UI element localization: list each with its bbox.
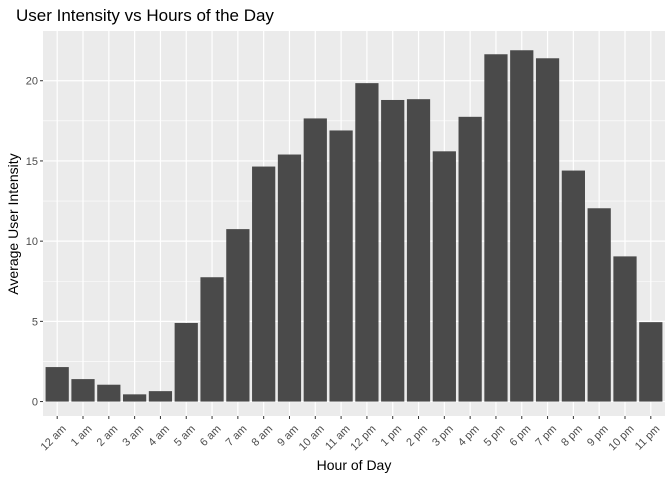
plot-panel xyxy=(43,31,665,416)
bar-3-pm xyxy=(432,151,456,402)
x-tick-label: 12 pm xyxy=(348,423,378,453)
bar-2-pm xyxy=(406,99,431,402)
x-axis-ticks: 12 am 1 am 2 am 3 am 4 am 5 am 6 am 7 am 8 am 9 a… xyxy=(39,416,663,453)
x-tick-label: 8 am xyxy=(249,423,275,449)
bar-6-am xyxy=(200,277,224,402)
bar-9-pm xyxy=(587,208,611,402)
bar-4-am xyxy=(148,391,173,402)
x-tick-label: 6 am xyxy=(198,423,224,449)
bar-2-am xyxy=(97,384,121,402)
y-tick-label: 10 xyxy=(26,236,38,248)
bar-5-am xyxy=(174,322,198,402)
bar-7-pm xyxy=(535,58,560,402)
x-tick-label: 4 am xyxy=(146,423,172,449)
y-axis-title: Average User Intensity xyxy=(5,153,21,294)
y-tick-label: 20 xyxy=(26,76,38,88)
bars xyxy=(45,50,663,402)
x-tick-label: 1 am xyxy=(69,423,95,449)
x-tick-label: 10 am xyxy=(297,423,327,453)
x-tick-label: 7 am xyxy=(224,423,250,449)
x-tick-label: 2 pm xyxy=(404,423,430,449)
bar-10-pm xyxy=(613,256,637,402)
x-tick-label: 10 pm xyxy=(606,423,636,453)
x-tick-label: 11 pm xyxy=(633,423,663,453)
x-tick-label: 3 am xyxy=(120,423,146,449)
bar-7-am xyxy=(226,229,250,402)
bar-11-am xyxy=(329,130,353,402)
x-tick-label: 5 pm xyxy=(482,423,508,449)
bar-1-am xyxy=(71,379,95,402)
bar-9-am xyxy=(277,154,302,402)
y-tick-label: 15 xyxy=(26,156,38,168)
bar-8-pm xyxy=(561,170,585,402)
grid-minor xyxy=(43,120,665,362)
x-tick-label: 8 pm xyxy=(559,423,585,449)
bar-4-pm xyxy=(458,116,482,402)
x-tick-label: 12 am xyxy=(39,423,69,453)
x-axis-title: Hour of Day xyxy=(317,457,392,473)
y-tick-label: 0 xyxy=(32,397,38,409)
bar-12-pm xyxy=(355,83,379,402)
x-tick-label: 1 pm xyxy=(378,423,404,449)
bar-5-pm xyxy=(484,54,508,402)
bar-12-am xyxy=(45,367,69,402)
bar-10-am xyxy=(303,118,327,402)
x-tick-label: 4 pm xyxy=(456,423,482,449)
bar-11-pm xyxy=(639,322,663,402)
x-tick-label: 7 pm xyxy=(533,423,559,449)
x-tick-label: 2 am xyxy=(95,423,121,449)
bar-1-pm xyxy=(381,99,405,402)
chart-title: User Intensity vs Hours of the Day xyxy=(16,6,274,25)
bar-3-am xyxy=(123,394,147,402)
x-tick-label: 11 am xyxy=(323,423,353,453)
x-tick-label: 3 pm xyxy=(430,423,456,449)
x-tick-label: 5 am xyxy=(172,423,198,449)
bar-8-am xyxy=(252,166,276,402)
x-tick-label: 6 pm xyxy=(508,423,534,449)
y-axis-ticks: 0 5 10 15 20 xyxy=(26,76,43,409)
bar-6-pm xyxy=(510,50,534,402)
y-tick-label: 5 xyxy=(32,316,38,328)
